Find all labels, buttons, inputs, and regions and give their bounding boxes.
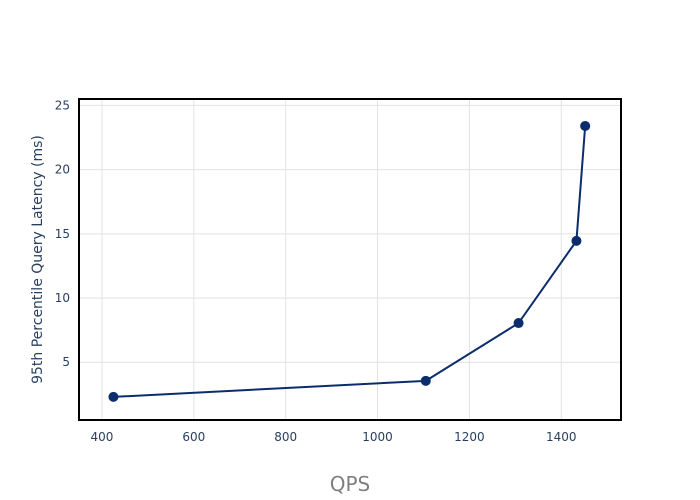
data-point bbox=[513, 318, 524, 329]
gridlines bbox=[79, 99, 621, 420]
y-tick-label: 25 bbox=[55, 98, 70, 112]
data-point bbox=[580, 120, 591, 131]
x-tick-label: 1000 bbox=[362, 430, 393, 444]
x-tick-label: 800 bbox=[274, 430, 297, 444]
plot-area-border bbox=[78, 98, 622, 421]
series-line bbox=[113, 125, 587, 398]
data-series bbox=[108, 120, 591, 402]
x-tick-label: 400 bbox=[91, 430, 114, 444]
x-tick-label: 1400 bbox=[546, 430, 577, 444]
x-axis-ticks: 400 600 800 1000 1200 1400 bbox=[91, 430, 577, 444]
data-point bbox=[108, 391, 119, 402]
x-tick-label: 600 bbox=[182, 430, 205, 444]
x-axis-title: QPS bbox=[330, 472, 371, 496]
y-tick-label: 5 bbox=[62, 355, 70, 369]
data-point bbox=[420, 375, 431, 386]
y-tick-label: 15 bbox=[55, 227, 70, 241]
y-tick-label: 20 bbox=[55, 163, 70, 177]
data-point bbox=[571, 235, 582, 246]
y-tick-label: 10 bbox=[55, 291, 70, 305]
y-axis-title: 95th Percentile Query Latency (ms) bbox=[30, 135, 46, 384]
y-axis-ticks: 5 10 15 20 25 bbox=[55, 98, 70, 369]
x-tick-label: 1200 bbox=[454, 430, 485, 444]
